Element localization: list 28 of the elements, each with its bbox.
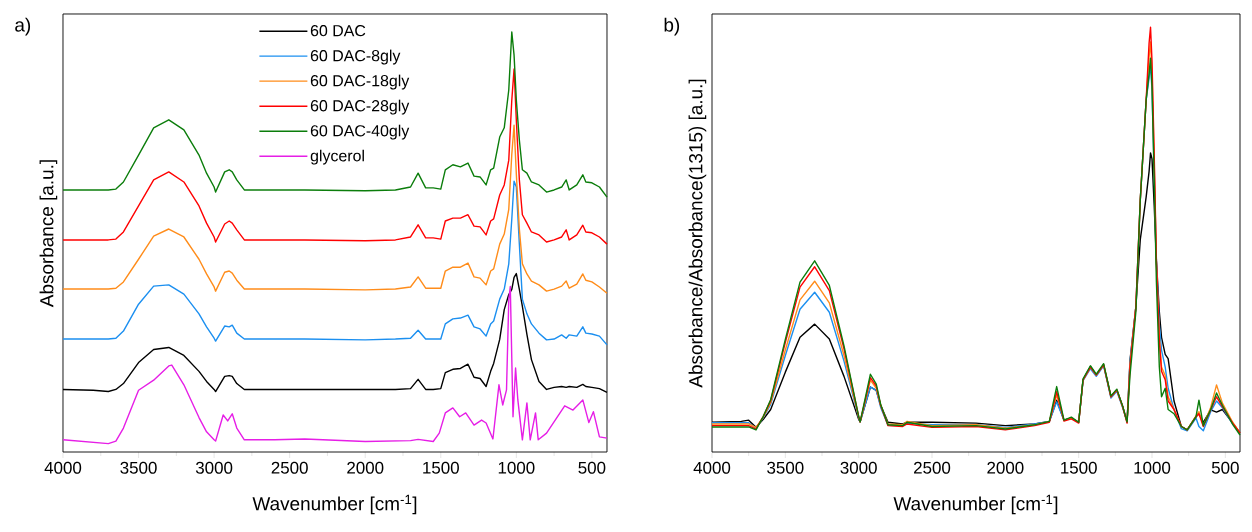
y-axis-title: Absorbance [a.u.] bbox=[39, 160, 58, 308]
x-tick-label: 4000 bbox=[44, 461, 82, 474]
legend-label: 60 DAC-28gly bbox=[310, 99, 410, 115]
chart-title: b) bbox=[664, 17, 680, 36]
legend-label: 60 DAC-18gly bbox=[310, 74, 410, 90]
x-tick-label: 2500 bbox=[914, 461, 951, 474]
x-tick-label: 1000 bbox=[1134, 461, 1171, 474]
legend-label: 60 DAC-40gly bbox=[310, 124, 410, 140]
x-axis-title: Wavenumber [cm$^{-1}$] bbox=[893, 494, 1058, 515]
x-tick-label: 3500 bbox=[120, 461, 157, 474]
x-tick-label: 2000 bbox=[987, 461, 1024, 474]
legend-label: glycerol bbox=[310, 149, 364, 165]
x-tick-label: 500 bbox=[578, 461, 606, 474]
x-tick-label: 1500 bbox=[1061, 461, 1097, 474]
x-tick-label: 3000 bbox=[195, 461, 233, 474]
chart-title: a) bbox=[15, 17, 31, 36]
x-tick-label: 4000 bbox=[693, 461, 731, 474]
x-tick-label: 1500 bbox=[423, 461, 459, 474]
x-tick-label: 3500 bbox=[767, 461, 804, 474]
legend-label: 60 DAC-8gly bbox=[310, 49, 401, 65]
x-tick-label: 3000 bbox=[840, 461, 877, 474]
x-tick-label: 2000 bbox=[347, 461, 384, 474]
x-axis-title: Wavenumber [cm$^{-1}$] bbox=[252, 494, 417, 515]
x-tick-label: 500 bbox=[1211, 461, 1239, 474]
legend-label: 60 DAC bbox=[310, 25, 366, 37]
x-tick-label: 2500 bbox=[271, 461, 308, 474]
x-tick-label: 1000 bbox=[498, 461, 535, 474]
y-axis-title: Absorbance/Absorbance(1315) [a.u.] bbox=[688, 79, 707, 388]
